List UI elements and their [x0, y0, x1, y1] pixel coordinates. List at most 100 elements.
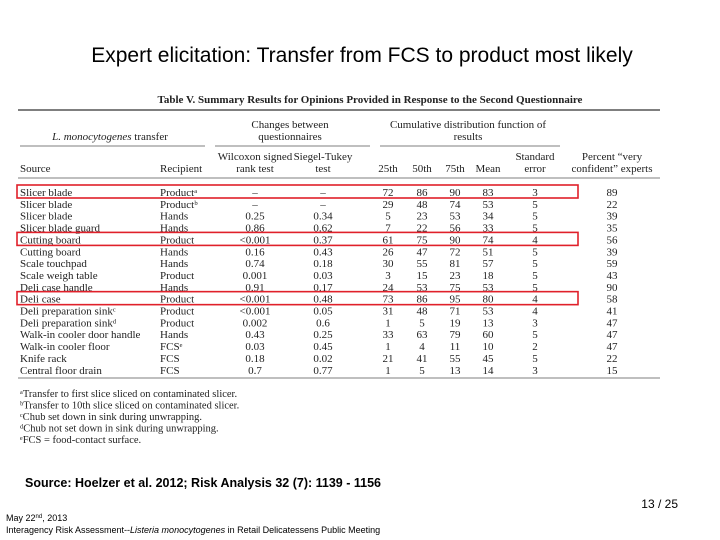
cell: 0.002	[243, 317, 268, 329]
cell: 5	[385, 211, 391, 223]
cell: 0.7	[248, 365, 262, 377]
cell: 47	[607, 317, 619, 329]
cell: 43	[607, 270, 619, 282]
text: in Retail Delicatessens Public Meeting	[225, 525, 380, 535]
cell: Scale weigh table	[20, 270, 98, 282]
cell: 72	[383, 187, 394, 199]
cell: <0.001	[240, 306, 271, 318]
cell: Slicer blade	[20, 199, 72, 211]
text: Interagency Risk Assessment--	[6, 525, 130, 535]
cell: Cutting board	[20, 234, 81, 246]
group-header: Changes between	[251, 119, 329, 131]
cell: 4	[532, 306, 538, 318]
cell: 22	[417, 223, 428, 235]
cell: 5	[532, 282, 538, 294]
cell: 5	[532, 199, 538, 211]
group-header: questionnaires	[258, 131, 322, 143]
cell: 79	[450, 329, 462, 341]
cell: Deli case handle	[20, 282, 93, 294]
cell: 0.37	[313, 234, 333, 246]
cell: 57	[483, 258, 495, 270]
cell: 89	[607, 187, 619, 199]
cell: 5	[532, 353, 538, 365]
cell: 74	[450, 199, 462, 211]
cell: 0.18	[313, 258, 333, 270]
cell: Cutting board	[20, 246, 81, 258]
cell: –	[319, 187, 326, 199]
cell: 83	[483, 187, 495, 199]
cell: 0.43	[245, 329, 265, 341]
cell: 0.25	[245, 211, 265, 223]
cell: 48	[417, 199, 429, 211]
cell: 33	[483, 223, 495, 235]
cell: 0.25	[313, 329, 333, 341]
text: nd	[36, 514, 43, 520]
cell: 86	[417, 187, 429, 199]
cell: <0.001	[240, 294, 271, 306]
group-header: results	[454, 131, 483, 143]
cell: 23	[417, 211, 429, 223]
cell: Deli preparation sinkᶜ	[20, 306, 116, 318]
slide-title: Expert elicitation: Transfer from FCS to…	[91, 44, 633, 67]
cell: 95	[450, 294, 462, 306]
cell: 5	[532, 223, 538, 235]
cell: Walk-in cooler door handle	[20, 329, 140, 341]
text: May 22	[6, 513, 36, 523]
cell: 63	[417, 329, 429, 341]
cell: 80	[483, 294, 495, 306]
column-header: Source	[20, 163, 51, 175]
cell: 55	[417, 258, 429, 270]
cell: 22	[607, 199, 618, 211]
cell: 81	[450, 258, 461, 270]
cell: 53	[483, 306, 495, 318]
table-title: Table V. Summary Results for Opinions Pr…	[158, 94, 583, 106]
column-header: Recipient	[160, 163, 202, 175]
cell: 56	[607, 234, 619, 246]
cell: 4	[419, 341, 425, 353]
cell: 15	[607, 365, 619, 377]
cell: 41	[417, 353, 428, 365]
cell: 0.77	[313, 365, 333, 377]
cell: 55	[450, 353, 462, 365]
cell: 75	[450, 282, 462, 294]
cell: Walk-in cooler floor	[20, 341, 110, 353]
cell: 13	[483, 317, 495, 329]
cell: 19	[450, 317, 462, 329]
cell: 11	[450, 341, 461, 353]
cell: 7	[385, 223, 391, 235]
column-header: Standard	[515, 151, 555, 163]
cell: 3	[532, 365, 538, 377]
cell: 59	[607, 258, 619, 270]
cell: Product	[160, 294, 194, 306]
cell: Slicer blade	[20, 187, 72, 199]
cell: 0.6	[316, 317, 330, 329]
cell: 14	[483, 365, 495, 377]
cell: 60	[483, 329, 495, 341]
cell: 74	[483, 234, 495, 246]
column-header: 75th	[445, 163, 465, 175]
cell: Productᵇ	[160, 199, 198, 211]
cell: Product	[160, 234, 194, 246]
cell: 1	[385, 317, 391, 329]
cell: Hands	[160, 282, 188, 294]
text: Listeria monocytogenes	[130, 525, 226, 535]
footnote: ᶜChub set down in sink during unwrapping…	[20, 412, 202, 423]
column-header: Mean	[475, 163, 501, 175]
cell: 0.48	[313, 294, 333, 306]
source-note: Source: Hoelzer et al. 2012; Risk Analys…	[25, 476, 381, 490]
cell: 61	[383, 234, 394, 246]
cell: 0.03	[313, 270, 333, 282]
footnote: ᵈChub not set down in sink during unwrap…	[20, 424, 219, 435]
footer-date: May 22nd, 2013	[6, 513, 67, 523]
column-header: rank test	[236, 163, 274, 175]
cell: 30	[383, 258, 395, 270]
column-header: confident” experts	[572, 163, 653, 175]
cell: 1	[385, 365, 391, 377]
cell: 75	[417, 234, 429, 246]
cell: 73	[383, 294, 395, 306]
cell: 53	[417, 282, 429, 294]
cell: 4	[532, 294, 538, 306]
page-number: 13 / 25	[641, 497, 678, 511]
cell: 21	[383, 353, 394, 365]
